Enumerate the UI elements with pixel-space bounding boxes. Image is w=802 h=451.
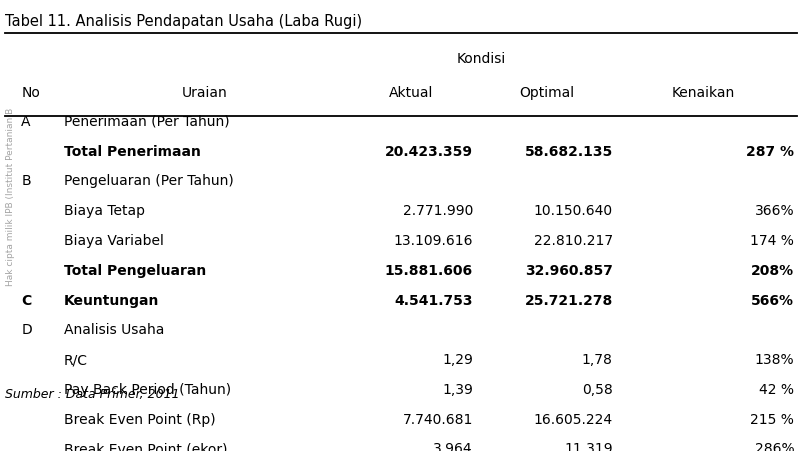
Text: 25.721.278: 25.721.278 bbox=[525, 293, 613, 307]
Text: 208%: 208% bbox=[751, 263, 794, 277]
Text: 1,29: 1,29 bbox=[442, 352, 473, 366]
Text: Break Even Point (Rp): Break Even Point (Rp) bbox=[63, 412, 216, 426]
Text: Hak cipta milik IPB (Institut Pertanian B: Hak cipta milik IPB (Institut Pertanian … bbox=[6, 108, 15, 286]
Text: A: A bbox=[22, 115, 30, 129]
Text: C: C bbox=[22, 293, 31, 307]
Text: B: B bbox=[22, 174, 31, 188]
Text: Total Pengeluaran: Total Pengeluaran bbox=[63, 263, 206, 277]
Text: 4.541.753: 4.541.753 bbox=[395, 293, 473, 307]
Text: R/C: R/C bbox=[63, 352, 87, 366]
Text: 3.964: 3.964 bbox=[433, 442, 473, 451]
Text: Kondisi: Kondisi bbox=[456, 51, 505, 65]
Text: 215 %: 215 % bbox=[751, 412, 794, 426]
Text: Aktual: Aktual bbox=[389, 86, 433, 100]
Text: 0,58: 0,58 bbox=[582, 382, 613, 396]
Text: Biaya Variabel: Biaya Variabel bbox=[63, 234, 164, 248]
Text: 7.740.681: 7.740.681 bbox=[403, 412, 473, 426]
Text: 22.810.217: 22.810.217 bbox=[533, 234, 613, 248]
Text: Kenaikan: Kenaikan bbox=[672, 86, 735, 100]
Text: Keuntungan: Keuntungan bbox=[63, 293, 159, 307]
Text: Sumber : Data Primer, 2011: Sumber : Data Primer, 2011 bbox=[6, 387, 180, 400]
Text: D: D bbox=[22, 322, 32, 336]
Text: Penerimaan (Per Tahun): Penerimaan (Per Tahun) bbox=[63, 115, 229, 129]
Text: 10.150.640: 10.150.640 bbox=[533, 204, 613, 218]
Text: 366%: 366% bbox=[755, 204, 794, 218]
Text: 138%: 138% bbox=[755, 352, 794, 366]
Text: Tabel 11. Analisis Pendapatan Usaha (Laba Rugi): Tabel 11. Analisis Pendapatan Usaha (Lab… bbox=[6, 14, 363, 29]
Text: No: No bbox=[22, 86, 40, 100]
Text: 58.682.135: 58.682.135 bbox=[525, 144, 613, 158]
Text: Pengeluaran (Per Tahun): Pengeluaran (Per Tahun) bbox=[63, 174, 233, 188]
Text: Break Even Point (ekor): Break Even Point (ekor) bbox=[63, 442, 227, 451]
Text: 1,39: 1,39 bbox=[442, 382, 473, 396]
Text: 11.319: 11.319 bbox=[564, 442, 613, 451]
Text: Analisis Usaha: Analisis Usaha bbox=[63, 322, 164, 336]
Text: Pay Back Period (Tahun): Pay Back Period (Tahun) bbox=[63, 382, 231, 396]
Text: 174 %: 174 % bbox=[751, 234, 794, 248]
Text: 32.960.857: 32.960.857 bbox=[525, 263, 613, 277]
Text: Total Penerimaan: Total Penerimaan bbox=[63, 144, 200, 158]
Text: 287 %: 287 % bbox=[746, 144, 794, 158]
Text: Uraian: Uraian bbox=[181, 86, 227, 100]
Text: 2.771.990: 2.771.990 bbox=[403, 204, 473, 218]
Text: Biaya Tetap: Biaya Tetap bbox=[63, 204, 144, 218]
Text: 13.109.616: 13.109.616 bbox=[394, 234, 473, 248]
Text: 15.881.606: 15.881.606 bbox=[385, 263, 473, 277]
Text: 42 %: 42 % bbox=[759, 382, 794, 396]
Text: 1,78: 1,78 bbox=[582, 352, 613, 366]
Text: 16.605.224: 16.605.224 bbox=[533, 412, 613, 426]
Text: 20.423.359: 20.423.359 bbox=[385, 144, 473, 158]
Text: 286%: 286% bbox=[755, 442, 794, 451]
Text: 566%: 566% bbox=[751, 293, 794, 307]
Text: Optimal: Optimal bbox=[520, 86, 574, 100]
